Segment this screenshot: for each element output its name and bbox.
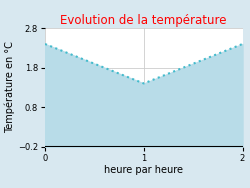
X-axis label: heure par heure: heure par heure [104, 165, 183, 175]
Y-axis label: Température en °C: Température en °C [5, 42, 15, 133]
Title: Evolution de la température: Evolution de la température [60, 14, 227, 27]
